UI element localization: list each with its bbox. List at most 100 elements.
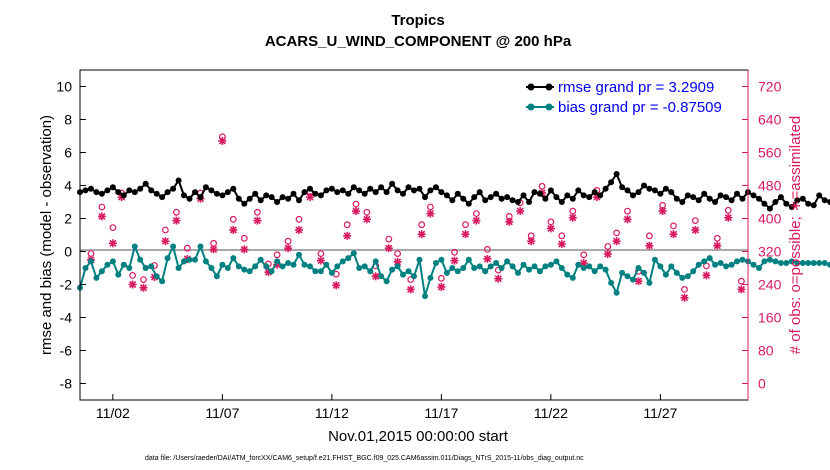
bias-point (263, 263, 270, 270)
bias-point (564, 271, 571, 278)
obs-possible-point (438, 274, 445, 282)
x-tick-label: 11/27 (643, 405, 677, 421)
rmse-point (777, 194, 784, 201)
rmse-point (651, 187, 658, 194)
bias-point (307, 263, 313, 270)
bias-point (142, 265, 149, 271)
series-layer (77, 133, 830, 302)
y-right-tick-label: 560 (758, 145, 782, 161)
rmse-point (372, 189, 379, 196)
bias-point (536, 268, 543, 275)
obs-possible-point (273, 251, 281, 259)
obs-assimilated-point (316, 256, 325, 265)
obs-assimilated-point (172, 216, 181, 225)
obs-assimilated-point (295, 226, 303, 234)
rmse-point (509, 197, 516, 204)
bias-point (624, 273, 631, 280)
rmse-point (312, 190, 319, 197)
bias-point (98, 268, 105, 275)
y-right-tick-label: 0 (758, 376, 766, 392)
bias-point (777, 260, 784, 266)
y-tick-label: -8 (60, 376, 73, 392)
rmse-point (520, 192, 527, 199)
rmse-point (591, 189, 598, 196)
rmse-point (673, 195, 680, 202)
rmse-point (109, 184, 116, 191)
obs-assimilated-point (658, 207, 667, 216)
rmse-point (153, 190, 160, 197)
obs-assimilated-point (603, 250, 612, 258)
obs-possible-point (670, 222, 677, 230)
rmse-point (794, 197, 801, 204)
bias-point (465, 256, 472, 263)
obs-possible-point (284, 237, 292, 245)
bias-point (816, 260, 823, 266)
bias-point (827, 261, 830, 268)
rmse-point (630, 192, 636, 199)
rmse-point (361, 190, 368, 197)
rmse-point (115, 189, 122, 196)
bias-point (657, 263, 664, 270)
obs-possible-point (109, 224, 117, 232)
bias-point (126, 265, 133, 271)
y-right-tick-label: 640 (758, 112, 782, 128)
legend-bias-label: bias grand pr = -0.87509 (558, 99, 722, 116)
bias-point (202, 258, 209, 265)
bias-point (372, 258, 379, 265)
bias-point (608, 279, 615, 286)
bias-point (706, 255, 713, 262)
rmse-point (526, 199, 532, 205)
rmse-point (197, 194, 204, 201)
rmse-point (224, 189, 231, 196)
obs-possible-point (161, 226, 169, 234)
bias-point (153, 273, 160, 280)
rmse-point (202, 184, 209, 191)
legend-rmse-marker (527, 83, 535, 91)
rmse-point (597, 192, 604, 199)
obs-possible-point (451, 248, 458, 256)
rmse-point (783, 200, 790, 207)
rmse-point (142, 180, 149, 187)
rmse-point (635, 189, 642, 196)
rmse-point (219, 192, 226, 199)
bias-point (520, 261, 527, 268)
bias-point (120, 261, 127, 268)
obs-possible-point (172, 208, 180, 216)
rmse-point (553, 194, 560, 201)
bias-point (104, 261, 111, 268)
obs-assimilated-point (352, 207, 360, 216)
bias-point (821, 260, 828, 266)
rmse-point (170, 185, 177, 192)
obs-assimilated-point (218, 136, 227, 145)
rmse-point (317, 192, 324, 199)
obs-possible-point (240, 234, 248, 242)
rmse-point (498, 195, 505, 202)
bias-point (350, 250, 357, 257)
rmse-point (454, 190, 461, 197)
rmse-point (613, 171, 620, 177)
rmse-point (120, 192, 127, 199)
rmse-point (712, 199, 719, 205)
rmse-point (246, 195, 253, 202)
legend-bias-marker (545, 103, 553, 111)
rmse-point (679, 199, 686, 205)
legend-box (520, 74, 742, 120)
bias-point (422, 293, 428, 300)
bias-point (279, 263, 286, 270)
rmse-point (235, 195, 242, 202)
obs-assimilated-point (417, 230, 426, 239)
rmse-point (383, 189, 390, 196)
obs-assimilated-point (505, 217, 514, 226)
obs-assimilated-point (384, 244, 393, 253)
bias-point (394, 263, 401, 270)
bias-point (378, 273, 385, 280)
bias-point (230, 255, 237, 262)
bias-point (274, 258, 281, 265)
rmse-point (816, 192, 823, 199)
obs-assimilated-point (229, 226, 238, 234)
rmse-point (799, 195, 806, 202)
bias-point (257, 256, 264, 263)
bias-point (794, 260, 801, 266)
obs-possible-point (724, 206, 732, 214)
bias-point (197, 243, 204, 250)
